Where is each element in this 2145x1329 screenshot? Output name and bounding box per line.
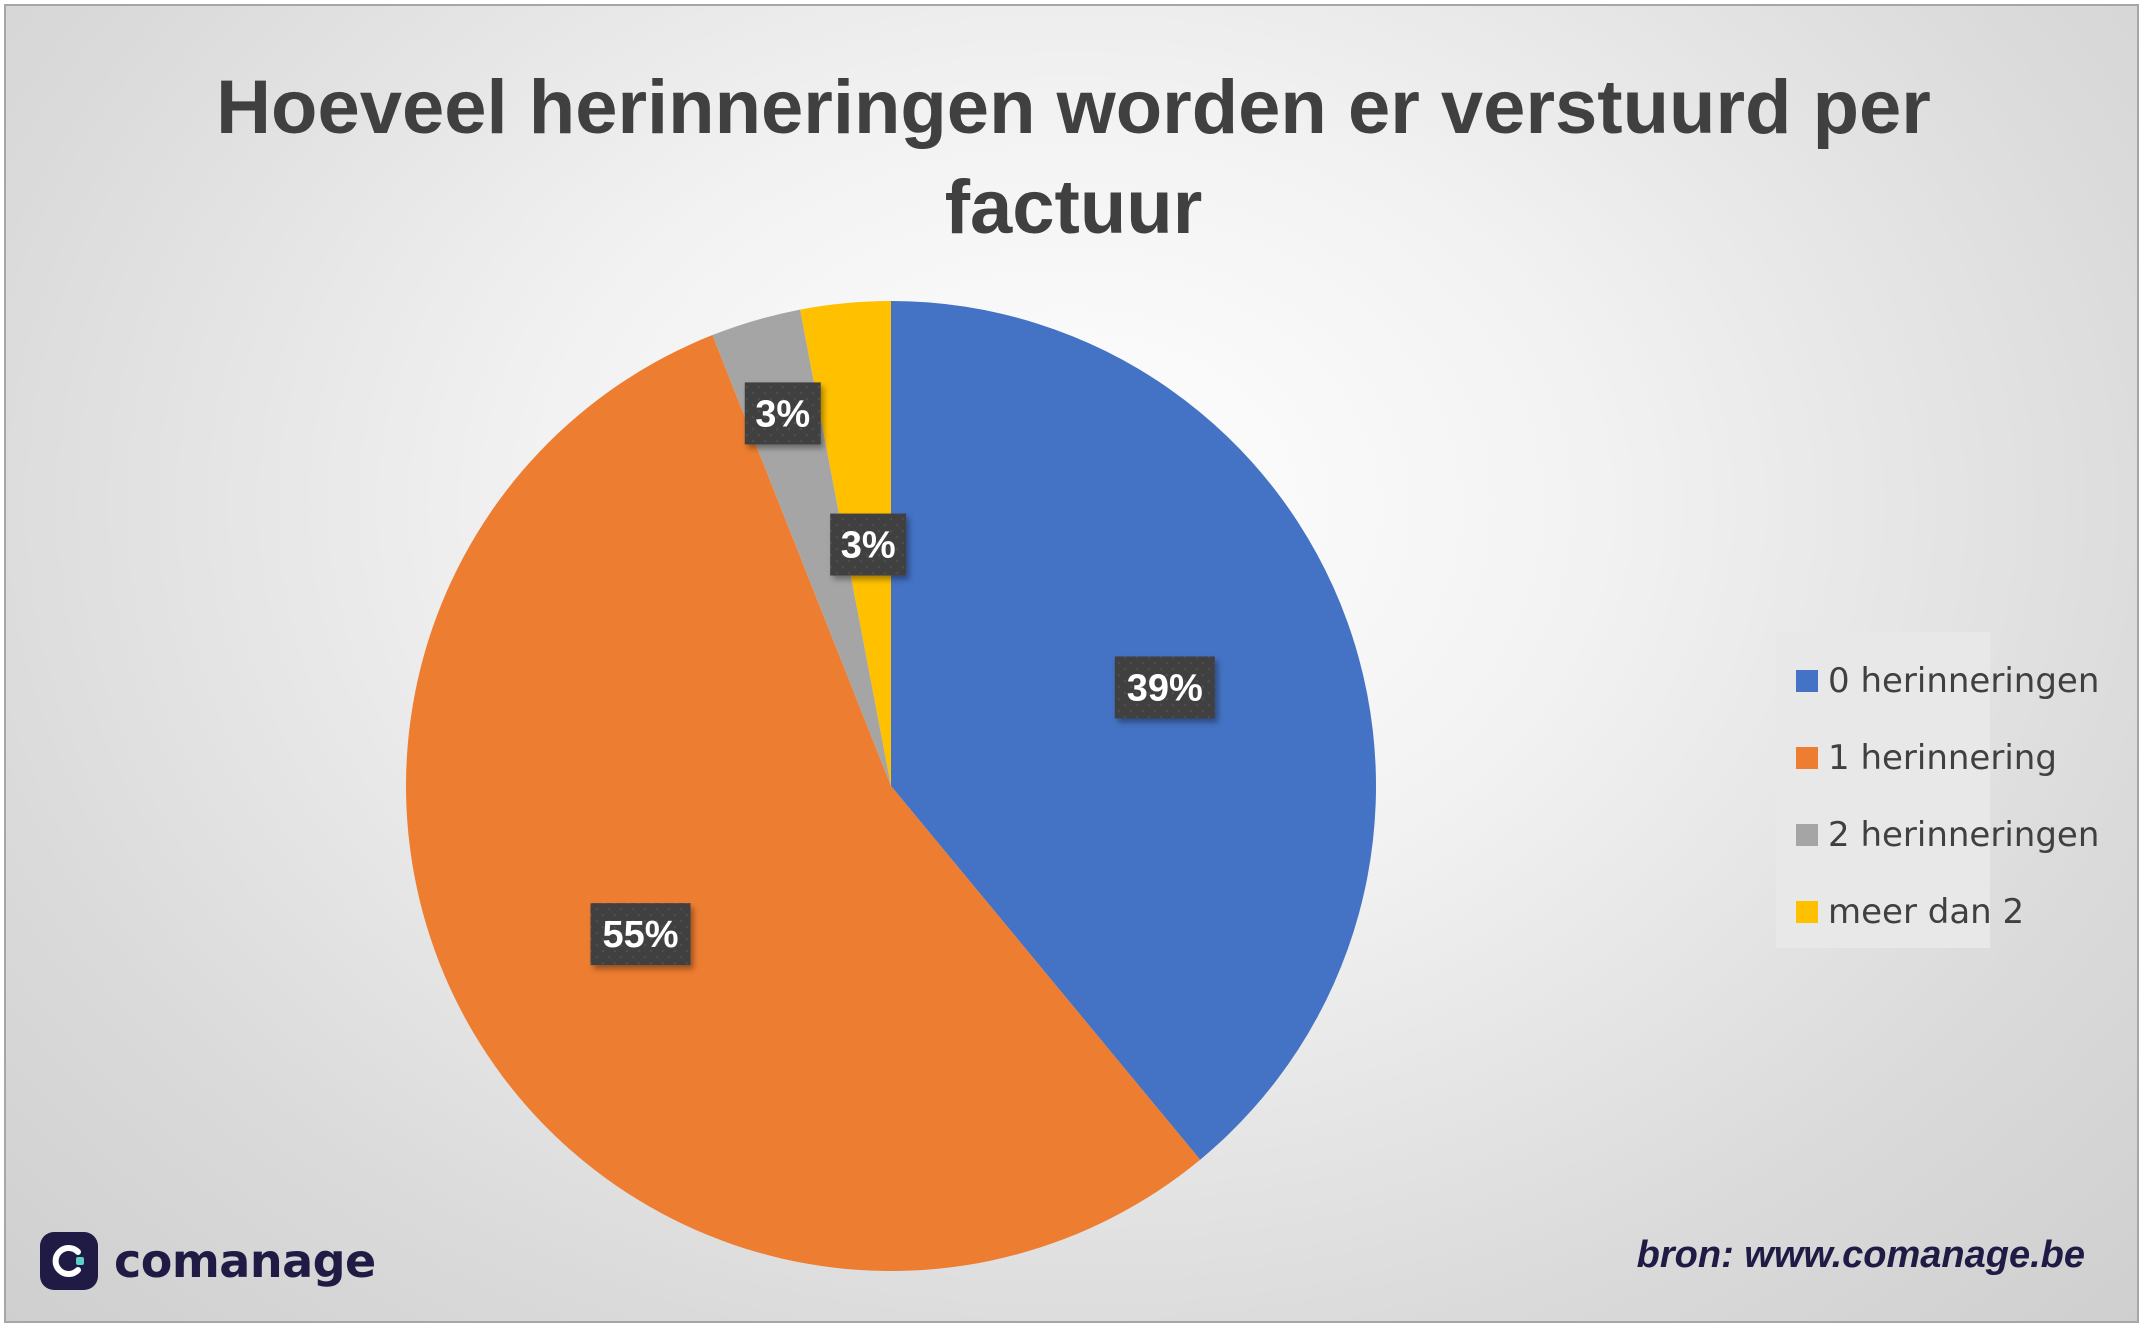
chart-title: Hoeveel herinneringen worden er verstuur… [216,65,1931,250]
pie-slices [406,301,1376,1271]
legend-item-2: 2 herinneringen [1796,796,2099,873]
data-label-3: 3% [830,513,907,576]
data-label-text-0: 39% [1127,667,1203,709]
legend-item-1: 1 herinnering [1796,719,2057,796]
legend-label-1: 1 herinnering [1828,737,2057,778]
pie-slice-1 [406,335,1201,1271]
data-label-text-2: 3% [755,393,810,435]
comanage-logo: comanage [40,1232,376,1290]
pie-chart: 39% 55% 3% 3% [406,301,1376,1271]
legend-swatch-3 [1796,900,1818,923]
data-label-text-1: 55% [602,914,678,956]
legend-swatch-1 [1796,746,1818,769]
chart-frame: Hoeveel herinneringen worden er verstuur… [4,4,2139,1323]
data-label-1: 55% [590,903,691,966]
data-label-0: 39% [1114,656,1215,719]
source-note: bron: www.comanage.be [1636,1234,2085,1276]
legend-swatch-2 [1796,823,1818,846]
data-label-text-3: 3% [841,525,896,567]
pie-data-labels: 39% 55% 3% 3% [590,382,1215,966]
comanage-logo-icon [40,1232,98,1290]
legend-item-3: meer dan 2 [1796,873,2024,950]
legend-item-0: 0 herinneringen [1796,642,2099,719]
legend-label-2: 2 herinneringen [1828,814,2100,855]
comanage-logo-text: comanage [114,1234,376,1288]
pie-slice-0 [891,301,1376,1160]
legend-label-3: meer dan 2 [1828,891,2025,932]
legend-label-0: 0 herinneringen [1828,660,2100,701]
legend: 0 herinneringen 1 herinnering 2 herinnerin… [1776,632,2099,950]
data-label-2: 3% [744,382,821,445]
legend-swatch-0 [1796,669,1818,692]
